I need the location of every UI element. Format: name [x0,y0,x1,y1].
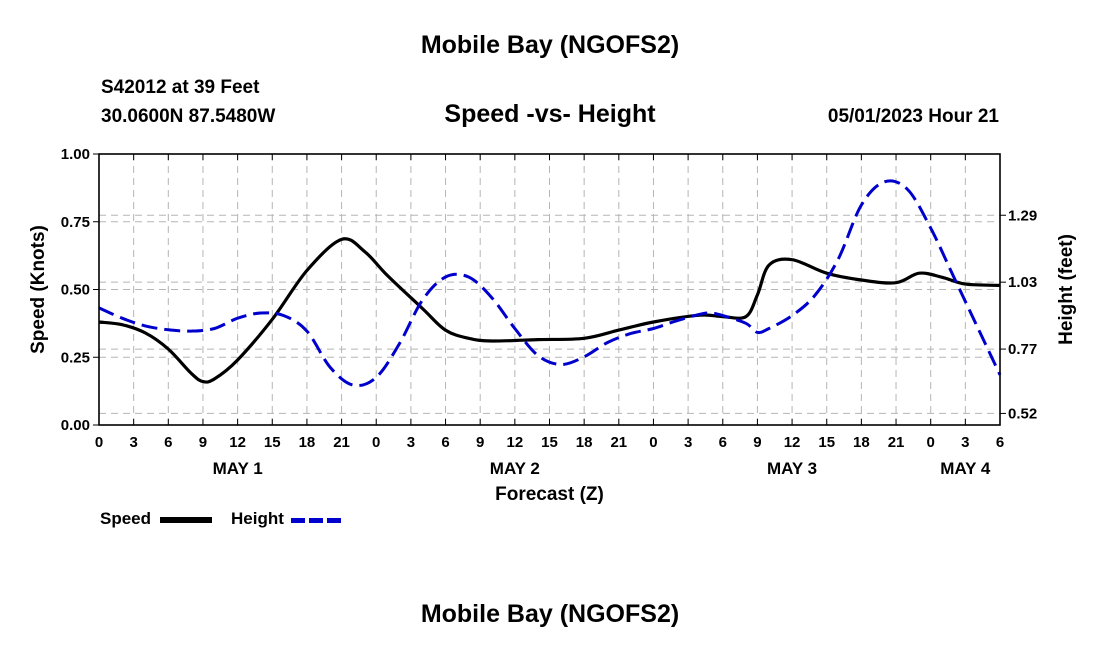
x-tick-label: 18 [576,434,593,451]
y-left-axis-title: Speed (Knots) [28,225,49,354]
x-tick-label: 15 [818,434,835,451]
y-left-tick-label: 0.75 [61,214,90,231]
x-tick-label: 0 [372,434,380,451]
y-right-tick-label: 0.52 [1008,405,1037,422]
x-tick-label: 21 [610,434,627,451]
x-tick-label: 6 [996,434,1004,451]
x-tick-label: 12 [229,434,246,451]
x-tick-label: 3 [961,434,969,451]
x-tick-label: 18 [299,434,316,451]
day-label: MAY 1 [213,459,263,478]
day-label: MAY 4 [940,459,991,478]
x-tick-label: 3 [407,434,415,451]
footer-title: Mobile Bay (NGOFS2) [420,600,680,628]
y-left-tick-label: 0.50 [61,282,90,299]
series-speed-line [98,237,1001,384]
y-right-tick-label: 0.77 [1008,341,1037,358]
x-tick-label: 6 [719,434,727,451]
x-tick-label: 0 [927,434,935,451]
x-tick-label: 21 [888,434,905,451]
x-tick-label: 21 [333,434,350,451]
legend-height-swatch [291,518,343,523]
x-tick-label: 3 [684,434,692,451]
x-tick-label: 3 [129,434,137,451]
x-tick-label: 0 [95,434,103,451]
y-right-tick-label: 1.03 [1008,274,1037,291]
x-tick-label: 0 [649,434,657,451]
x-tick-label: 9 [753,434,761,451]
forecast-datetime: 05/01/2023 Hour 21 [827,106,999,127]
day-label: MAY 2 [490,459,540,478]
y-left-tick-label: 1.00 [61,146,90,163]
station-label: S42012 at 39 Feet [101,77,260,98]
station-coords: 30.0600N 87.5480W [101,106,276,127]
x-tick-label: 6 [441,434,449,451]
x-tick-label: 9 [199,434,207,451]
chart-title: Mobile Bay (NGOFS2) [420,31,680,59]
series-height-line [98,179,1002,388]
x-tick-label: 12 [784,434,801,451]
x-tick-label: 12 [507,434,524,451]
x-tick-label: 6 [164,434,172,451]
chart-subtitle: Speed -vs- Height [444,100,656,128]
y-right-axis-title: Height (feet) [1056,234,1077,345]
x-axis-title: Forecast (Z) [495,484,604,505]
x-tick-label: 9 [476,434,484,451]
y-right-tick-label: 1.29 [1008,207,1037,224]
x-tick-label: 18 [853,434,870,451]
y-left-tick-label: 0.00 [61,417,90,434]
legend-height-label: Height [231,509,284,528]
day-label: MAY 3 [767,459,817,478]
x-tick-label: 15 [541,434,558,451]
x-tick-label: 15 [264,434,281,451]
legend-speed-swatch [160,517,212,523]
y-left-tick-label: 0.25 [61,349,90,366]
legend-speed-label: Speed [100,509,152,528]
